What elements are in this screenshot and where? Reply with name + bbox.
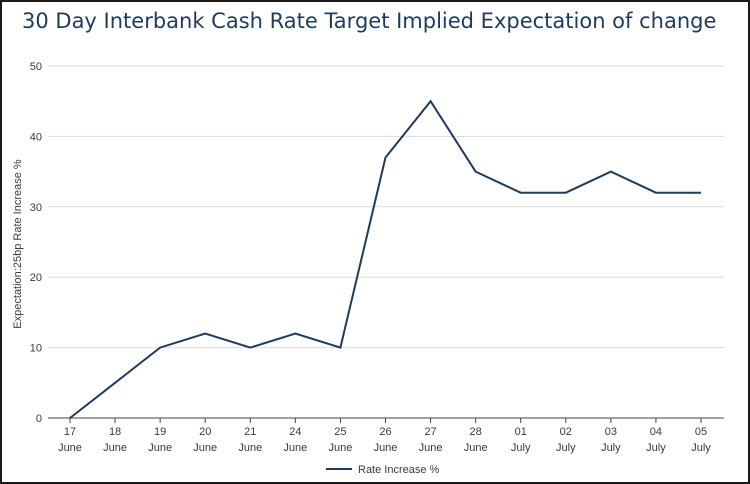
x-tick-label-month: June xyxy=(103,442,127,454)
y-tick-label: 10 xyxy=(30,343,42,355)
x-tick-label-month: June xyxy=(283,442,307,454)
gridlines xyxy=(48,65,724,419)
x-tick-label-day: 01 xyxy=(515,426,527,438)
data-point xyxy=(339,347,341,349)
data-point xyxy=(204,333,206,335)
x-tick-label-day: 20 xyxy=(199,426,211,438)
x-tick-label-day: 28 xyxy=(470,426,482,438)
data-point xyxy=(385,157,387,159)
x-tick-label-day: 17 xyxy=(64,426,76,438)
y-tick-label: 50 xyxy=(30,61,42,73)
x-tick-label-day: 19 xyxy=(154,426,166,438)
y-tick-label: 0 xyxy=(36,413,42,425)
data-point xyxy=(294,333,296,335)
data-point xyxy=(565,192,567,194)
y-axis-ticks: 0 10 20 30 40 50 xyxy=(30,61,42,425)
x-tick-label-month: June xyxy=(419,442,443,454)
x-tick-label-month: June xyxy=(464,442,488,454)
x-tick-label-month: July xyxy=(601,442,621,454)
series-line xyxy=(69,99,701,419)
chart-title: 30 Day Interbank Cash Rate Target Implie… xyxy=(22,9,717,33)
x-tick-label-day: 04 xyxy=(650,426,662,438)
y-tick-label: 40 xyxy=(30,131,42,143)
x-tick-label-day: 02 xyxy=(560,426,572,438)
x-tick-label-month: June xyxy=(193,442,217,454)
x-axis-ticks: 17 June 18 June 19 June 20 June 21 June 24 June 25 Ju… xyxy=(58,418,711,454)
x-tick-label-day: 21 xyxy=(244,426,256,438)
data-point xyxy=(249,347,251,349)
legend-label: Rate Increase % xyxy=(358,464,440,476)
data-point xyxy=(655,192,657,194)
data-point xyxy=(700,192,702,194)
x-tick-label-day: 27 xyxy=(424,426,436,438)
x-tick-label-month: July xyxy=(691,442,711,454)
x-tick-label-month: June xyxy=(58,442,82,454)
x-tick-label-month: June xyxy=(374,442,398,454)
legend[interactable]: Rate Increase % xyxy=(326,464,440,476)
y-axis-title: Expectation:25bp Rate Increase % xyxy=(12,159,24,329)
x-tick-label-month: July xyxy=(511,442,531,454)
x-tick-label-day: 03 xyxy=(605,426,617,438)
x-tick-label-day: 26 xyxy=(379,426,391,438)
data-point xyxy=(114,382,116,384)
data-point xyxy=(520,192,522,194)
series-layer xyxy=(69,99,702,419)
y-tick-label: 20 xyxy=(30,272,42,284)
x-tick-label-day: 24 xyxy=(289,426,301,438)
data-point xyxy=(475,171,477,173)
x-tick-label-day: 18 xyxy=(109,426,121,438)
x-tick-label-month: July xyxy=(556,442,576,454)
data-point xyxy=(159,347,161,349)
x-tick-label-day: 25 xyxy=(334,426,346,438)
x-tick-label-month: June xyxy=(328,442,352,454)
x-tick-label-day: 05 xyxy=(695,426,707,438)
x-tick-label-month: July xyxy=(646,442,666,454)
y-tick-label: 30 xyxy=(30,202,42,214)
data-point xyxy=(430,100,432,102)
data-point xyxy=(69,417,71,419)
x-tick-label-month: June xyxy=(148,442,172,454)
x-tick-label-month: June xyxy=(238,442,262,454)
data-point xyxy=(610,171,612,173)
